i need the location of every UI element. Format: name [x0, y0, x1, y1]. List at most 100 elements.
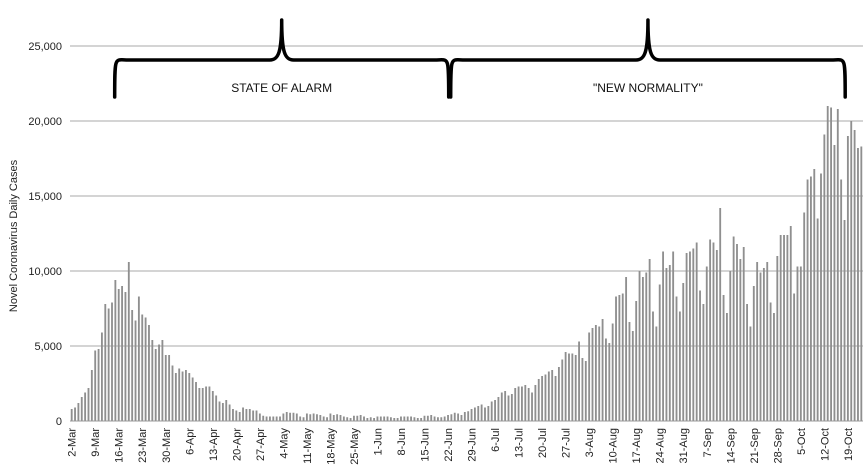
bar — [678, 311, 681, 421]
bar — [151, 340, 154, 421]
bar — [346, 417, 349, 421]
bar — [554, 376, 557, 421]
bar — [682, 283, 685, 421]
bar — [127, 262, 130, 421]
x-tick-label: 11-May — [302, 428, 314, 464]
bar — [497, 397, 500, 421]
x-tick-label: 9-Mar — [90, 428, 102, 457]
bar — [584, 361, 587, 421]
bar — [833, 145, 836, 421]
bar — [329, 413, 332, 421]
bar — [437, 417, 439, 421]
x-tick-label: 4-May — [278, 428, 290, 459]
bar — [625, 277, 628, 421]
x-tick-label: 31-Aug — [678, 428, 690, 463]
bar — [87, 388, 90, 421]
x-tick-label: 6-Apr — [184, 428, 196, 455]
bar — [813, 169, 816, 421]
bar — [174, 373, 177, 421]
bar — [638, 271, 641, 421]
bar — [510, 394, 513, 421]
bar — [658, 284, 661, 421]
bar — [648, 259, 651, 421]
bar — [413, 417, 416, 421]
bar — [752, 286, 755, 421]
x-tick-label: 12-Oct — [819, 428, 831, 461]
x-tick-label: 25-May — [349, 428, 361, 465]
bar — [322, 416, 325, 421]
bar — [514, 388, 517, 421]
bar — [262, 415, 265, 421]
bar — [547, 371, 550, 421]
bar — [316, 414, 318, 421]
bar — [715, 250, 718, 421]
bar — [762, 268, 765, 421]
bar — [685, 253, 688, 421]
bar — [531, 392, 533, 421]
bar — [611, 323, 614, 421]
x-tick-label: 21-Sep — [749, 428, 761, 463]
bar — [255, 410, 258, 421]
bar — [74, 407, 76, 421]
bar — [272, 416, 275, 421]
bar — [235, 410, 238, 421]
bar — [225, 400, 228, 421]
bar — [521, 386, 523, 421]
bar — [568, 353, 570, 421]
bar — [416, 418, 419, 421]
bar — [285, 412, 288, 421]
bar — [860, 146, 863, 421]
bar — [759, 272, 762, 421]
bar — [215, 395, 218, 421]
bar — [164, 355, 167, 421]
bar — [564, 352, 567, 421]
bar — [453, 412, 456, 421]
bar — [292, 412, 295, 421]
bar — [349, 418, 352, 421]
bar — [302, 417, 305, 421]
period-label: "NEW NORMALITY" — [593, 81, 703, 95]
bars — [70, 106, 863, 421]
bar — [729, 271, 732, 421]
bar — [500, 392, 503, 421]
bar — [836, 109, 839, 421]
bar — [252, 410, 255, 421]
bar — [353, 415, 355, 421]
bar — [786, 235, 789, 421]
x-tick-label: 3-Aug — [584, 428, 596, 457]
bar — [393, 418, 396, 421]
bar — [796, 266, 799, 421]
period-brace — [112, 18, 451, 99]
bar — [107, 308, 110, 421]
bar — [282, 413, 285, 421]
x-tick-label: 5-Oct — [796, 428, 808, 455]
bar — [826, 106, 829, 421]
y-tick-label: 0 — [56, 416, 62, 428]
x-tick-label: 23-Mar — [137, 428, 149, 463]
x-tick-label: 7-Sep — [702, 428, 714, 457]
bar — [541, 376, 544, 421]
bar — [131, 310, 134, 421]
bar — [178, 368, 181, 421]
bar — [319, 415, 322, 421]
bar — [460, 415, 463, 421]
bar — [430, 415, 433, 421]
bar — [467, 411, 470, 421]
bar — [789, 226, 792, 421]
bar — [480, 404, 483, 421]
bar — [675, 296, 678, 421]
bar — [309, 414, 312, 421]
bar — [359, 415, 362, 421]
bar — [537, 379, 540, 421]
bar — [695, 242, 698, 421]
bar — [641, 277, 644, 421]
bar — [80, 397, 83, 421]
x-tick-label: 30-Mar — [161, 428, 173, 463]
x-tick-label: 29-Jun — [467, 428, 479, 462]
y-tick-label: 15,000 — [28, 191, 62, 203]
bar — [524, 385, 527, 421]
bar — [605, 338, 607, 421]
bar — [601, 319, 604, 421]
bar — [615, 296, 617, 421]
